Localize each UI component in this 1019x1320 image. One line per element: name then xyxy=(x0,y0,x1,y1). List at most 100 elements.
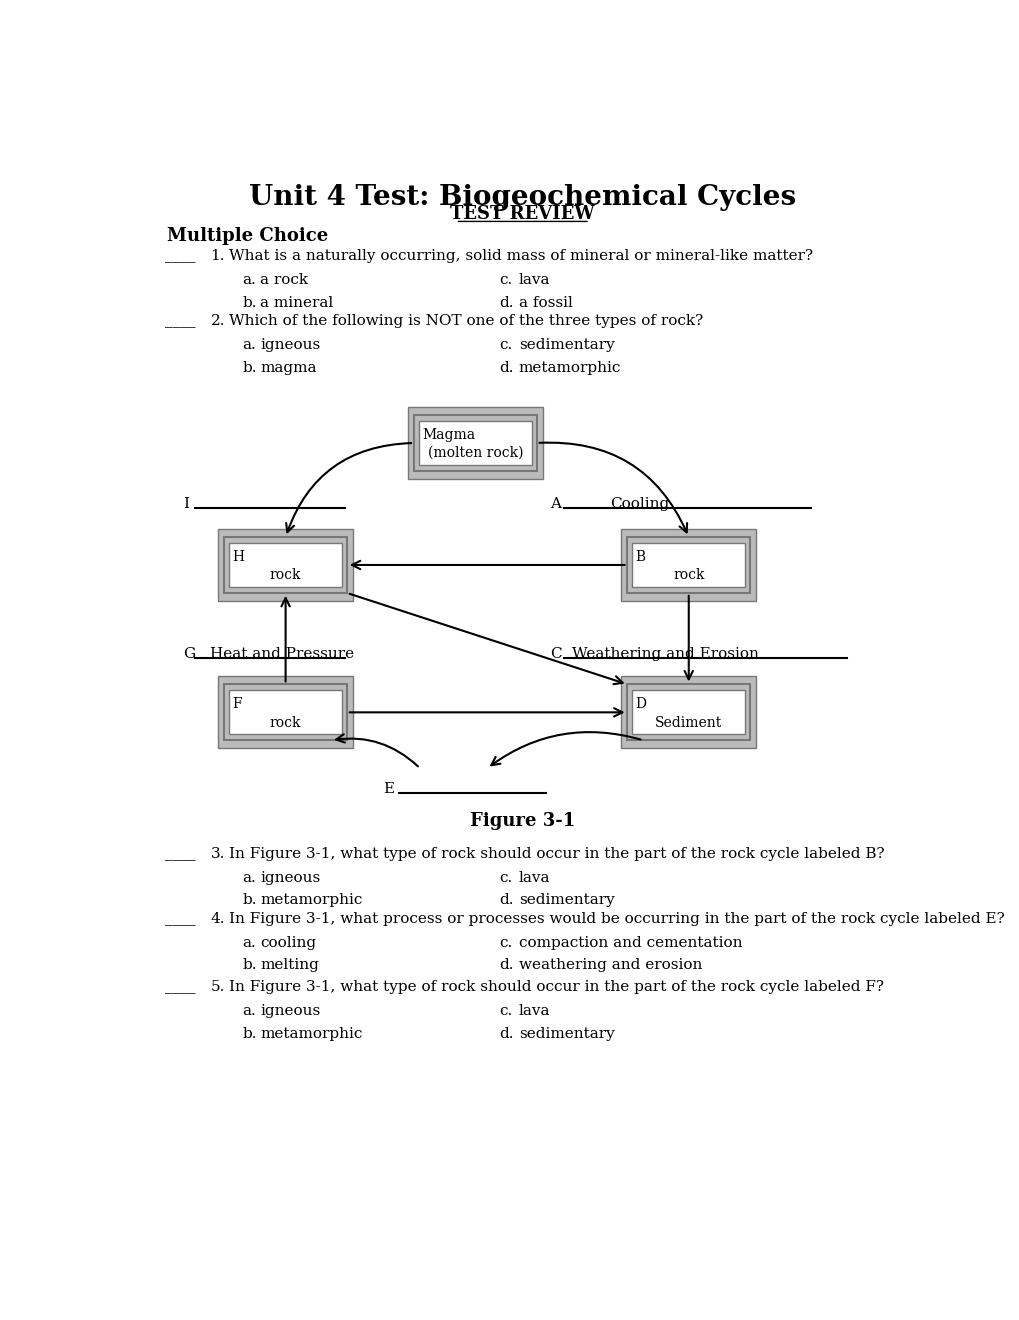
FancyBboxPatch shape xyxy=(632,690,745,734)
Text: sedimentary: sedimentary xyxy=(519,338,613,352)
Text: C: C xyxy=(550,647,561,661)
Text: A: A xyxy=(550,496,560,511)
Text: weathering and erosion: weathering and erosion xyxy=(519,958,701,973)
Text: c.: c. xyxy=(498,871,512,884)
Text: sedimentary: sedimentary xyxy=(519,894,613,907)
Text: metamorphic: metamorphic xyxy=(260,894,363,907)
Text: metamorphic: metamorphic xyxy=(519,360,621,375)
FancyBboxPatch shape xyxy=(621,676,756,748)
Text: B: B xyxy=(635,550,645,564)
Text: 4.: 4. xyxy=(210,912,225,925)
Text: E: E xyxy=(382,781,393,796)
Text: metamorphic: metamorphic xyxy=(260,1027,363,1040)
Text: Multiple Choice: Multiple Choice xyxy=(167,227,328,244)
Text: a fossil: a fossil xyxy=(519,296,572,310)
Text: c.: c. xyxy=(498,273,512,288)
Text: lava: lava xyxy=(519,1005,550,1018)
Text: TEST REVIEW: TEST REVIEW xyxy=(450,206,594,223)
FancyBboxPatch shape xyxy=(419,421,541,477)
FancyBboxPatch shape xyxy=(621,529,756,601)
Text: igneous: igneous xyxy=(260,1005,320,1018)
Text: Magma: Magma xyxy=(422,428,475,442)
Text: igneous: igneous xyxy=(260,871,320,884)
Text: Figure 3-1: Figure 3-1 xyxy=(470,812,575,830)
Text: a rock: a rock xyxy=(260,273,308,288)
Text: Heat and Pressure: Heat and Pressure xyxy=(210,647,354,661)
Text: F: F xyxy=(232,697,242,711)
Text: a mineral: a mineral xyxy=(260,296,333,310)
Text: ____: ____ xyxy=(165,912,196,925)
Text: melting: melting xyxy=(260,958,319,973)
FancyBboxPatch shape xyxy=(630,541,752,597)
Text: Unit 4 Test: Biogeochemical Cycles: Unit 4 Test: Biogeochemical Cycles xyxy=(249,183,796,210)
Text: d.: d. xyxy=(498,894,513,907)
FancyBboxPatch shape xyxy=(633,545,756,601)
FancyBboxPatch shape xyxy=(230,693,353,748)
FancyBboxPatch shape xyxy=(419,421,531,465)
Text: I: I xyxy=(182,496,189,511)
Text: lava: lava xyxy=(519,871,550,884)
Text: c.: c. xyxy=(498,338,512,352)
Text: magma: magma xyxy=(260,360,317,375)
Text: c.: c. xyxy=(498,936,512,950)
FancyBboxPatch shape xyxy=(417,420,539,475)
Text: a.: a. xyxy=(242,338,256,352)
FancyBboxPatch shape xyxy=(227,689,350,744)
FancyBboxPatch shape xyxy=(227,541,350,597)
Text: igneous: igneous xyxy=(260,338,320,352)
Text: 3.: 3. xyxy=(210,846,224,861)
Text: G: G xyxy=(182,647,195,661)
Text: Cooling: Cooling xyxy=(609,496,668,511)
Text: a.: a. xyxy=(242,871,256,884)
FancyBboxPatch shape xyxy=(408,407,542,479)
Text: a.: a. xyxy=(242,936,256,950)
Text: lava: lava xyxy=(519,273,550,288)
Text: compaction and cementation: compaction and cementation xyxy=(519,936,742,950)
Text: a.: a. xyxy=(242,273,256,288)
Text: In Figure 3-1, what process or processes would be occurring in the part of the r: In Figure 3-1, what process or processes… xyxy=(228,912,1004,925)
Text: b.: b. xyxy=(242,1027,257,1040)
Text: Which of the following is NOT one of the three types of rock?: Which of the following is NOT one of the… xyxy=(228,314,702,329)
Text: d.: d. xyxy=(498,296,513,310)
Text: ____: ____ xyxy=(165,846,196,861)
Text: Weathering and Erosion: Weathering and Erosion xyxy=(572,647,758,661)
FancyBboxPatch shape xyxy=(632,543,745,587)
FancyBboxPatch shape xyxy=(230,545,353,601)
FancyBboxPatch shape xyxy=(633,693,756,748)
Text: H: H xyxy=(232,550,244,564)
FancyBboxPatch shape xyxy=(229,543,352,599)
FancyBboxPatch shape xyxy=(229,690,352,746)
Text: rock: rock xyxy=(270,568,301,582)
Text: D: D xyxy=(635,697,646,711)
FancyBboxPatch shape xyxy=(632,690,754,746)
Text: Sediment: Sediment xyxy=(654,715,721,730)
FancyBboxPatch shape xyxy=(218,529,353,601)
Text: a.: a. xyxy=(242,1005,256,1018)
Text: ____: ____ xyxy=(165,979,196,994)
Text: d.: d. xyxy=(498,360,513,375)
Text: b.: b. xyxy=(242,360,257,375)
Text: (molten rock): (molten rock) xyxy=(427,446,523,461)
Text: c.: c. xyxy=(498,1005,512,1018)
Text: ____: ____ xyxy=(165,314,196,329)
FancyBboxPatch shape xyxy=(420,424,542,479)
Text: 5.: 5. xyxy=(210,979,224,994)
Text: ____: ____ xyxy=(165,249,196,263)
FancyBboxPatch shape xyxy=(630,689,752,744)
Text: In Figure 3-1, what type of rock should occur in the part of the rock cycle labe: In Figure 3-1, what type of rock should … xyxy=(228,846,883,861)
Text: sedimentary: sedimentary xyxy=(519,1027,613,1040)
FancyBboxPatch shape xyxy=(218,676,353,748)
FancyBboxPatch shape xyxy=(229,690,341,734)
Text: What is a naturally occurring, solid mass of mineral or mineral-like matter?: What is a naturally occurring, solid mas… xyxy=(228,249,812,263)
Text: 2.: 2. xyxy=(210,314,225,329)
Text: b.: b. xyxy=(242,296,257,310)
Text: rock: rock xyxy=(673,568,704,582)
Text: cooling: cooling xyxy=(260,936,316,950)
FancyBboxPatch shape xyxy=(632,543,754,599)
Text: b.: b. xyxy=(242,894,257,907)
Text: b.: b. xyxy=(242,958,257,973)
Text: d.: d. xyxy=(498,1027,513,1040)
Text: d.: d. xyxy=(498,958,513,973)
FancyBboxPatch shape xyxy=(229,543,341,587)
Text: 1.: 1. xyxy=(210,249,225,263)
